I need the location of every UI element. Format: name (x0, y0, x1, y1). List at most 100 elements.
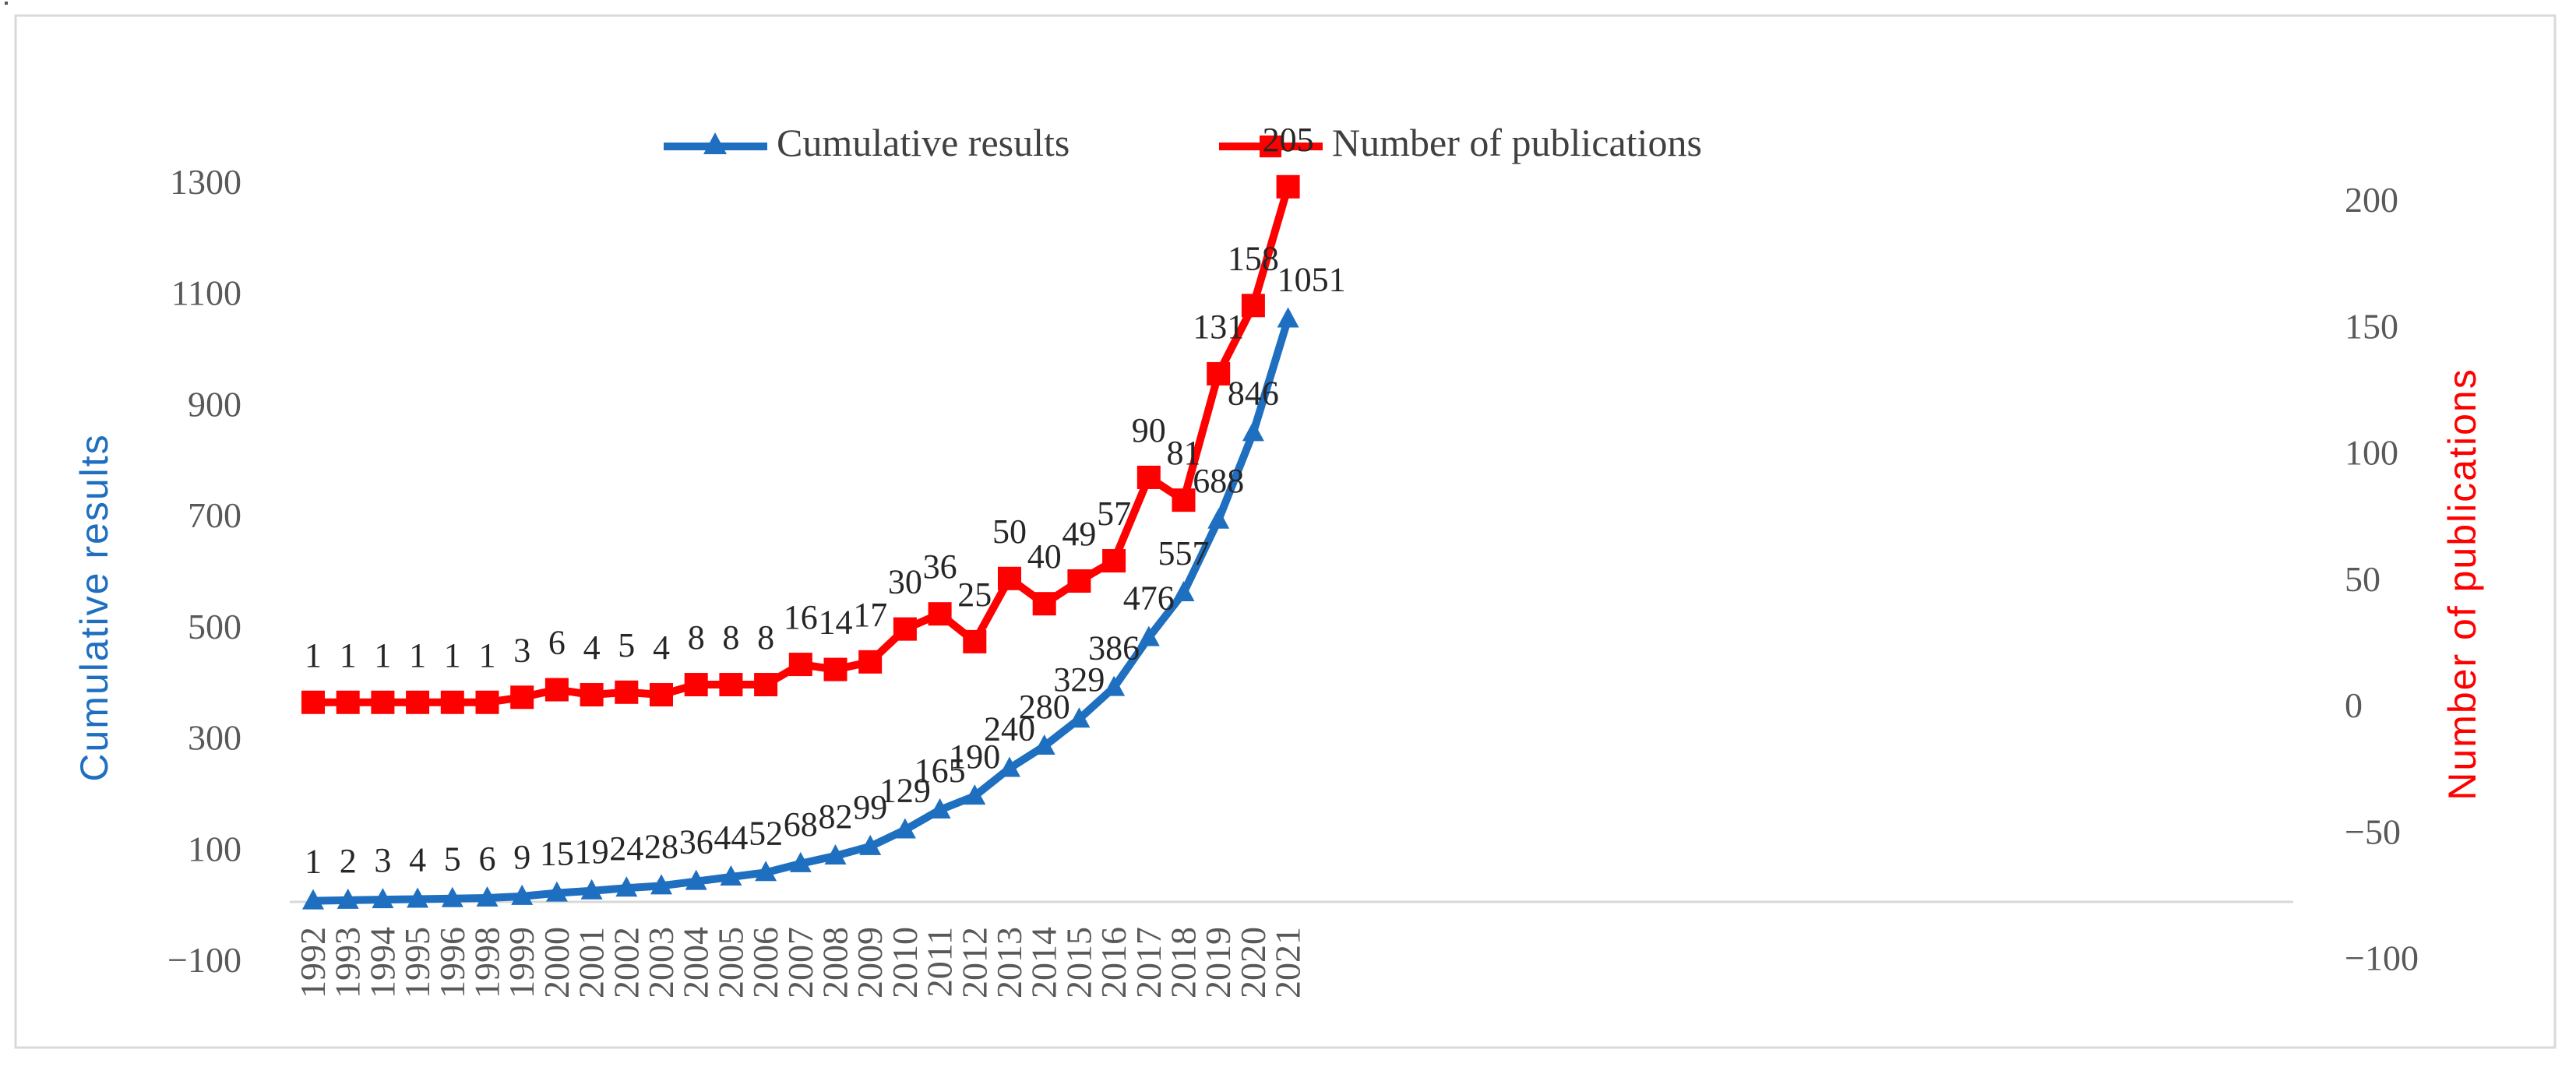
publication-data-label: 1 (340, 636, 357, 674)
cumulative-data-label: 329 (1053, 660, 1105, 699)
cumulative-data-label: 280 (1019, 688, 1070, 726)
x-tick-label: 2016 (1094, 927, 1133, 998)
publication-point (615, 680, 639, 704)
x-tick-label: 2011 (920, 927, 960, 997)
y-left-tick-label: 500 (188, 607, 241, 646)
cumulative-data-label: 1051 (1277, 260, 1346, 298)
publication-data-label: 49 (1062, 515, 1096, 553)
cumulative-data-label: 5 (444, 840, 461, 879)
x-tick-label: 1996 (432, 927, 472, 998)
legend-marker-triangle (703, 132, 727, 154)
x-tick-label: 1998 (467, 927, 507, 998)
publication-data-label: 1 (374, 636, 391, 674)
publication-point (1136, 465, 1161, 489)
cumulative-point (720, 865, 742, 886)
x-tick-label: 2014 (1024, 927, 1064, 998)
publication-data-label: 81 (1167, 434, 1201, 472)
x-tick-label: 2021 (1268, 927, 1308, 998)
publication-point (684, 673, 708, 697)
x-tick-label: 2008 (816, 927, 855, 998)
cumulative-data-label: 6 (479, 840, 496, 878)
y-left-tick-label: 1300 (170, 162, 241, 202)
publication-point (1032, 592, 1056, 616)
y-right-tick-label: 0 (2345, 685, 2363, 725)
legend-label-cumulative: Cumulative results (777, 121, 1070, 164)
y-right-tick-label: 200 (2345, 180, 2398, 220)
publication-data-label: 3 (513, 631, 530, 669)
publication-data-label: 8 (757, 618, 774, 657)
x-tick-label: 2000 (537, 927, 576, 998)
cumulative-data-label: 688 (1193, 462, 1244, 500)
y-axis-left-title: Cumulative results (72, 433, 116, 781)
cumulative-point (441, 886, 463, 907)
cumulative-data-label: 1 (305, 843, 322, 881)
cumulative-data-label: 129 (879, 772, 931, 810)
cumulative-point (1242, 421, 1264, 442)
series-cumulative-results: 1 2 3 4 5 6 9 15 19 24 28 36 44 52 68 82 991291651902402… (302, 260, 1346, 910)
publication-data-label: 57 (1097, 495, 1131, 533)
corner-mark (5, 2, 8, 5)
cumulative-data-label: 4 (409, 840, 426, 879)
cumulative-point (755, 861, 777, 882)
y-left-tick-label: 700 (188, 495, 241, 535)
cumulative-point (302, 889, 324, 910)
cumulative-point (337, 888, 359, 909)
publication-data-label: 17 (853, 596, 887, 634)
cumulative-point (511, 884, 534, 905)
publication-data-label: 90 (1132, 411, 1166, 449)
publication-point (510, 685, 534, 710)
x-tick-label: 1993 (328, 927, 368, 998)
y-left-tick-label: 300 (188, 718, 241, 758)
cumulative-point (824, 843, 847, 865)
publication-data-label: 8 (688, 618, 705, 657)
y-axis-right-title: Number of publications (2440, 368, 2484, 800)
x-tick-label: 2015 (1059, 927, 1098, 998)
cumulative-data-label: 28 (644, 827, 678, 865)
publication-data-label: 30 (888, 563, 922, 601)
x-tick-label: 2012 (954, 927, 994, 998)
y-right-tick-label: −50 (2345, 812, 2401, 851)
y-right-tick-label: 50 (2345, 559, 2380, 599)
y-left-tick-label: 900 (188, 384, 241, 424)
cumulative-point (859, 834, 882, 855)
publication-point (1276, 174, 1300, 199)
publication-point (544, 678, 569, 702)
cumulative-data-label: 2 (340, 842, 357, 880)
cumulative-point (1068, 707, 1091, 728)
publication-data-label: 25 (957, 576, 992, 614)
cumulative-data-label: 846 (1228, 374, 1279, 412)
cumulative-point (685, 869, 707, 890)
cumulative-point (1033, 734, 1055, 755)
publication-data-label: 4 (583, 629, 601, 667)
publication-point (650, 683, 673, 707)
publication-point (858, 650, 883, 674)
cumulative-data-label: 165 (914, 752, 966, 790)
legend-label-publications: Number of publications (1332, 121, 1702, 164)
publication-point (1241, 294, 1265, 318)
publication-data-label: 16 (784, 598, 818, 636)
publication-point (998, 566, 1021, 590)
cumulative-point (1137, 625, 1160, 646)
legend: Cumulative results Number of publication… (664, 121, 1702, 164)
publication-point (580, 683, 604, 707)
x-tick-label: 2019 (1198, 927, 1238, 998)
y-right-tick-label: 150 (2345, 306, 2398, 346)
cumulative-data-label: 19 (575, 833, 609, 871)
cumulative-point (650, 874, 672, 895)
x-tick-label: 1995 (397, 927, 437, 998)
publication-point (475, 690, 499, 714)
publication-data-label: 6 (548, 624, 566, 662)
cumulative-data-label: 36 (679, 823, 714, 861)
cumulative-point (476, 886, 499, 907)
cumulative-point (1172, 580, 1195, 601)
publication-point (928, 602, 952, 626)
x-tick-label: 2006 (745, 927, 785, 998)
publication-point (1067, 569, 1091, 593)
publication-data-label: 4 (653, 629, 670, 667)
x-tick-label: 2013 (989, 927, 1029, 998)
x-tick-label: 2003 (641, 927, 681, 998)
x-tick-label: 2007 (781, 927, 820, 998)
publication-point (1207, 361, 1231, 386)
